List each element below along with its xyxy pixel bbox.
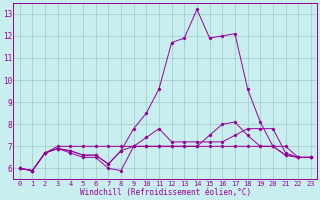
X-axis label: Windchill (Refroidissement éolien,°C): Windchill (Refroidissement éolien,°C) (80, 188, 251, 197)
